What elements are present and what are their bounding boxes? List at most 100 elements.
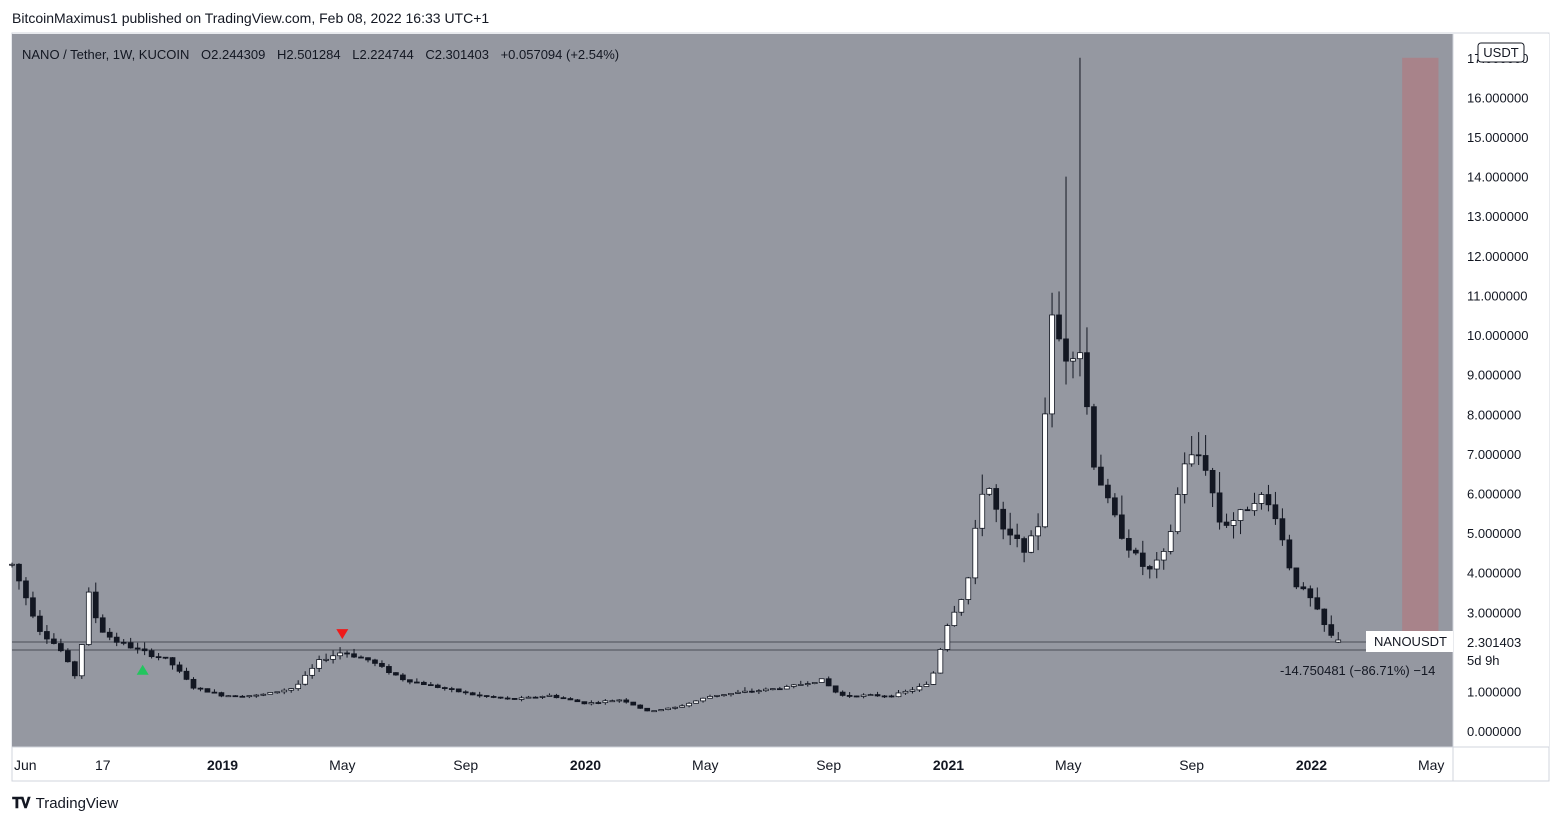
candle-body — [874, 694, 881, 697]
candle-body — [1007, 528, 1014, 536]
candle-body — [441, 687, 448, 689]
candle-body — [16, 563, 22, 582]
candle-body — [232, 695, 239, 698]
candle-body — [288, 688, 295, 691]
candle-body — [1021, 538, 1027, 553]
candle-body — [225, 695, 232, 698]
candle-body — [1265, 494, 1272, 506]
candle-body — [400, 674, 406, 681]
candle-body — [853, 695, 860, 698]
candle-body — [888, 695, 895, 698]
candle-body — [490, 696, 497, 698]
candle-body — [721, 694, 727, 697]
candle-body — [658, 709, 665, 712]
candle-body — [1293, 567, 1300, 588]
candle-body — [476, 694, 483, 697]
candle-body — [1244, 509, 1251, 512]
time-tick-label: 17 — [95, 757, 111, 773]
candle-body — [204, 688, 211, 693]
time-tick-label: Sep — [1179, 757, 1204, 773]
candle-body — [483, 695, 490, 697]
time-tick-label: 2022 — [1296, 757, 1327, 773]
candle-body — [895, 692, 902, 698]
candle-body — [420, 681, 427, 686]
candle-body — [560, 697, 567, 700]
candle-body — [986, 488, 993, 495]
footer-brand[interactable]: 𝐓𝐕 TradingView — [12, 795, 118, 812]
currency-badge: USDT — [1483, 45, 1518, 60]
candle-body — [190, 678, 197, 689]
candle-body — [1125, 538, 1132, 551]
candle-body — [518, 697, 525, 700]
candle-body — [944, 625, 951, 650]
candle-body — [379, 662, 385, 667]
candle-body — [776, 688, 783, 691]
candle-body — [1112, 497, 1118, 516]
candle-body — [602, 700, 609, 704]
candle-body — [1328, 624, 1335, 636]
legend-line: NANO / Tether, 1W, KUCOIN O2.244309 H2.5… — [22, 47, 619, 62]
candle-body — [92, 591, 99, 619]
candle-body — [979, 493, 986, 529]
price-tick-label: 5.000000 — [1467, 526, 1521, 541]
price-scale[interactable] — [1453, 34, 1549, 747]
candle-body — [337, 652, 343, 657]
time-tick-label: May — [1418, 757, 1444, 773]
candle-body — [1230, 520, 1237, 526]
candle-body — [497, 696, 504, 699]
candle-body — [71, 661, 78, 677]
footer-brand-text: TradingView — [35, 795, 119, 812]
candle-body — [679, 705, 685, 708]
candle-body — [309, 667, 315, 676]
price-tick-label: 4.000000 — [1467, 566, 1521, 581]
candle-body — [253, 694, 260, 697]
candle-body — [434, 684, 441, 688]
candle-body — [686, 702, 692, 707]
price-tick-label: 12.000000 — [1467, 249, 1528, 264]
time-tick-label: Sep — [816, 757, 841, 773]
candle-body — [783, 686, 790, 690]
candle-body — [1279, 518, 1286, 541]
candle-body — [1084, 352, 1090, 408]
price-tick-label: 6.000000 — [1467, 486, 1521, 501]
price-tick-label: 8.000000 — [1467, 407, 1521, 422]
candle-body — [239, 695, 246, 698]
time-tick-label: 2020 — [570, 757, 601, 773]
candle-body — [525, 696, 532, 699]
candle-body — [1119, 514, 1125, 539]
candle-body — [630, 701, 637, 706]
price-tick-label: 1.000000 — [1467, 685, 1521, 700]
candle-body — [427, 684, 434, 687]
candle-body — [1000, 508, 1007, 530]
candle-body — [1063, 338, 1069, 362]
plot-area[interactable] — [12, 34, 1453, 747]
candle-body — [386, 666, 392, 674]
candle-body — [302, 674, 309, 685]
legend-symbol: NANO / Tether, 1W, KUCOIN — [22, 47, 189, 62]
time-tick-label: May — [329, 757, 355, 773]
candle-body — [169, 657, 176, 666]
arrow-up-marker-icon — [136, 664, 149, 675]
candle-body — [707, 695, 713, 699]
candle-body — [930, 672, 937, 685]
symbol-label-box — [1366, 631, 1453, 652]
currency-badge-box[interactable] — [1477, 42, 1525, 63]
candle-body — [281, 689, 288, 693]
candle-body — [448, 688, 455, 690]
candle-body — [1321, 608, 1328, 626]
candle-body — [358, 656, 364, 659]
candle-body — [972, 527, 979, 579]
publisher-line: BitcoinMaximus1 published on TradingView… — [12, 10, 490, 26]
candles — [9, 57, 1342, 713]
candle-body — [700, 697, 706, 702]
candle-body — [651, 710, 658, 713]
candle-body — [330, 655, 336, 660]
time-tick-label: May — [692, 757, 718, 773]
legend-close-label: C — [425, 47, 434, 62]
candle-body — [267, 692, 274, 695]
price-tick-label: 15.000000 — [1467, 130, 1528, 145]
candle-body — [246, 695, 253, 698]
candle-body — [825, 678, 832, 687]
candle-body — [295, 683, 302, 690]
